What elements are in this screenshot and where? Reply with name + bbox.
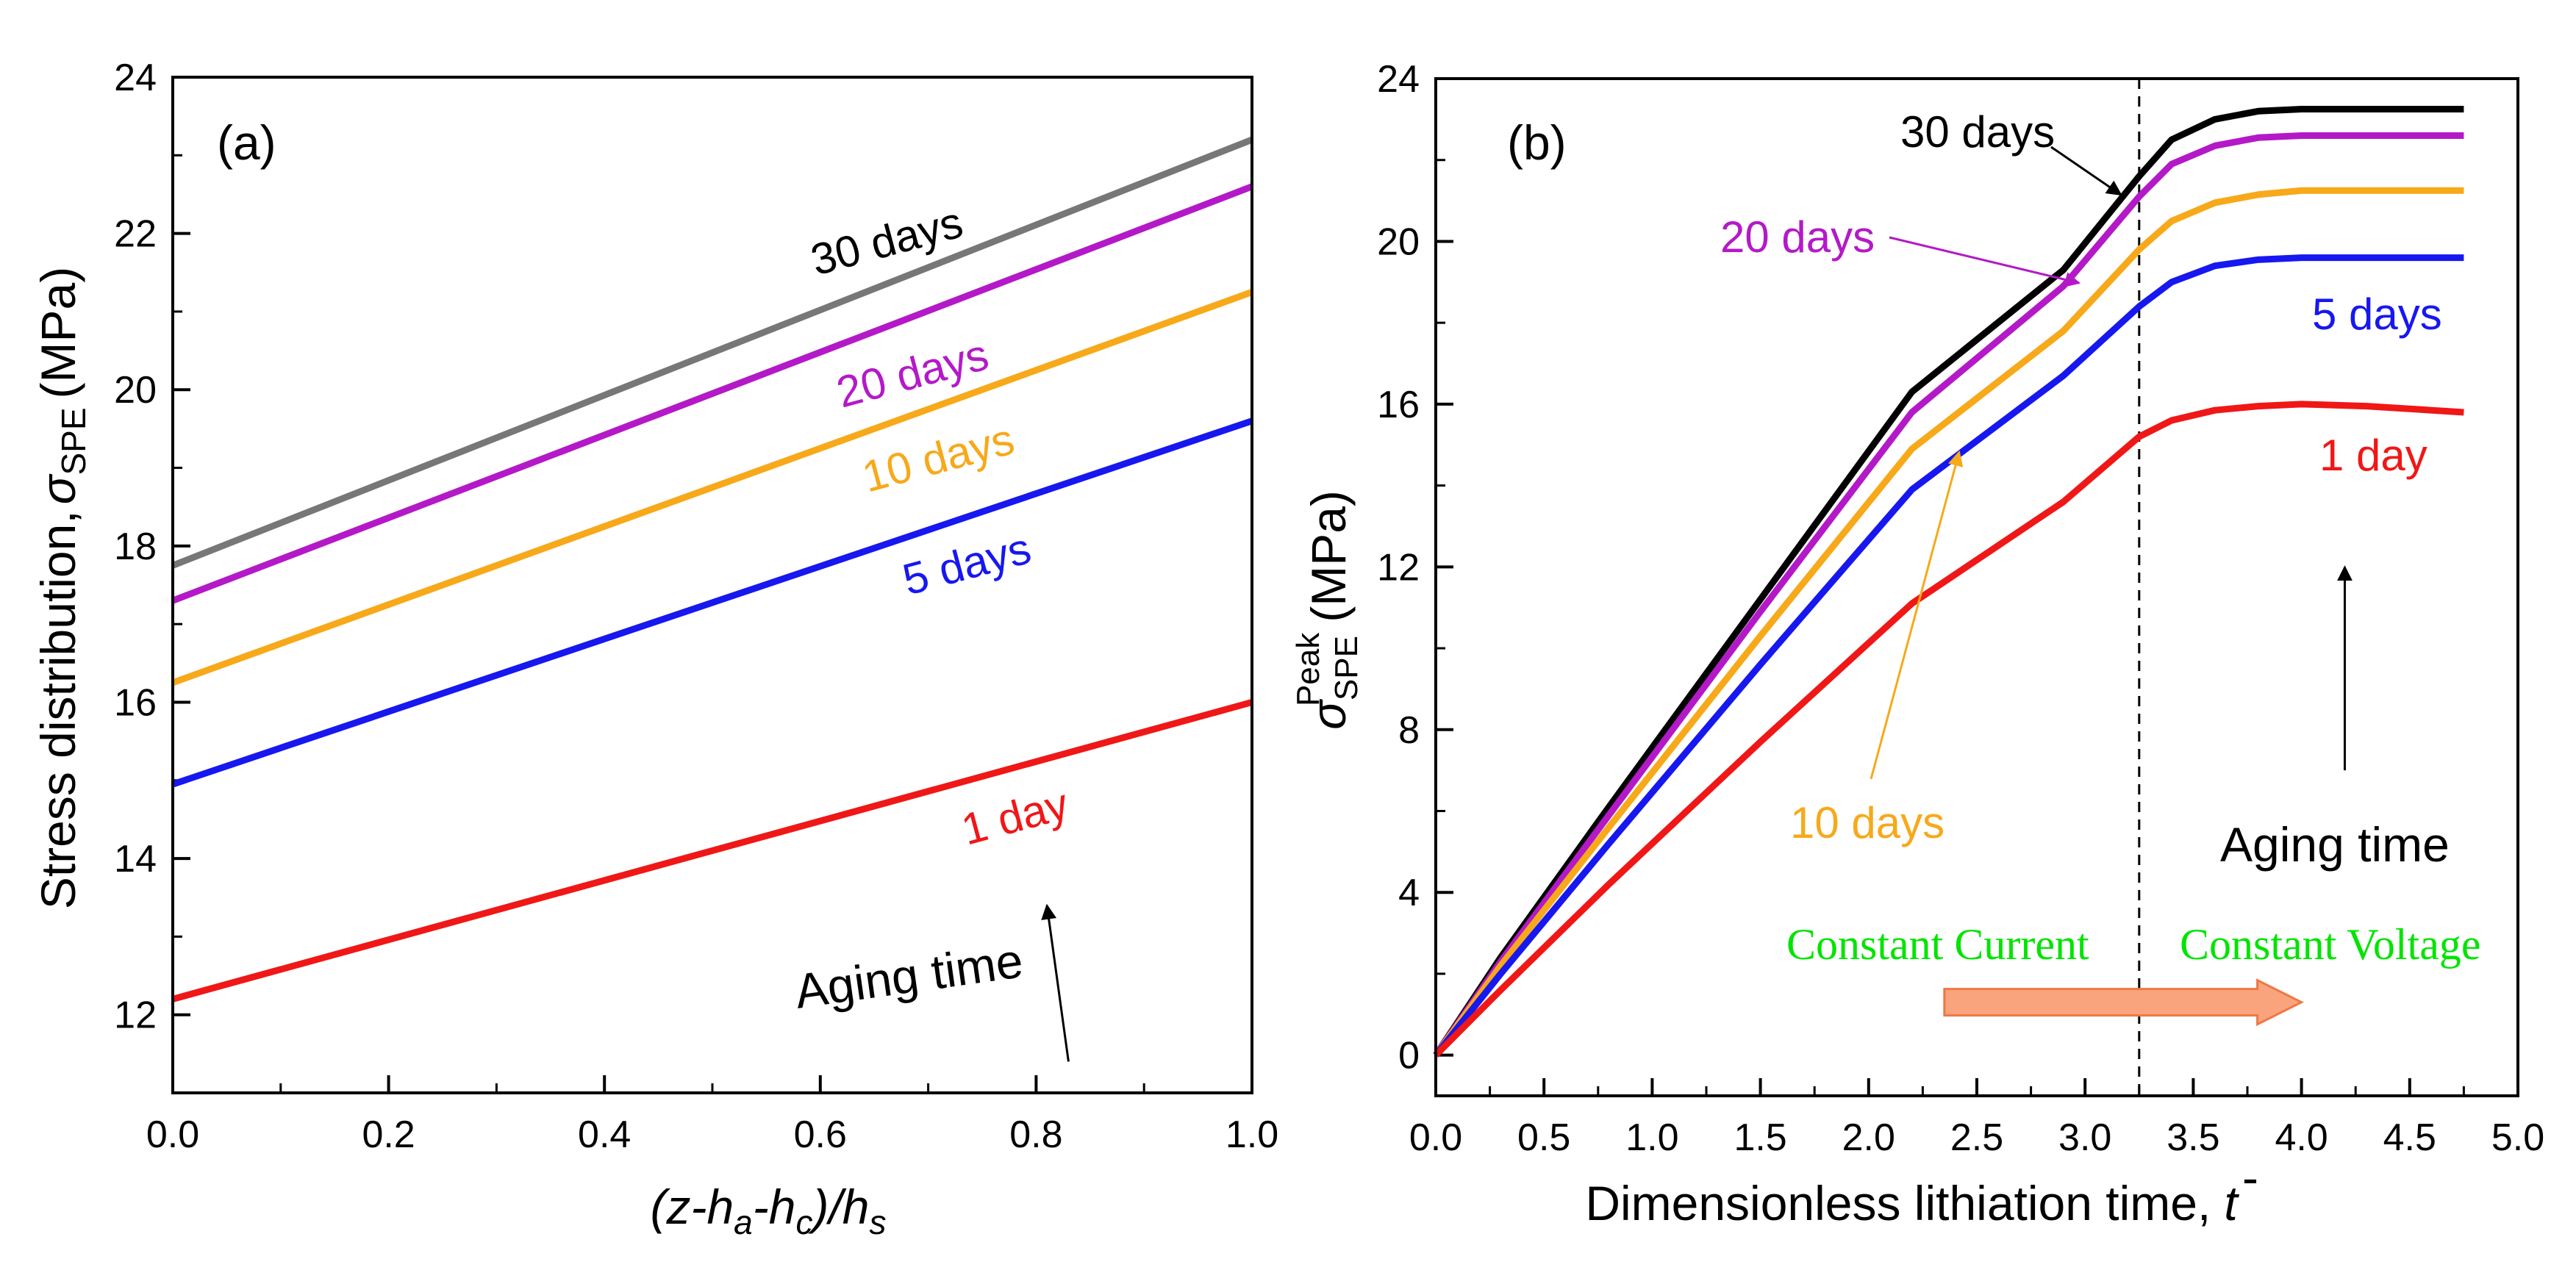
panel-a-aging-arrow xyxy=(1041,903,1070,1062)
panel-a-y-tick-label: 18 xyxy=(114,525,157,568)
panel-a-aging-time-label: Aging time xyxy=(792,933,1026,1019)
panel-a-y-tick-label: 12 xyxy=(114,994,157,1037)
panel-b-x-tick-label: 2.0 xyxy=(1842,1116,1895,1159)
panel-a-plot-frame xyxy=(171,76,1253,1094)
panel-b-series-line-20-days xyxy=(1433,132,2464,1058)
panel-a-y-tick-label: 14 xyxy=(114,838,157,880)
panel-b-y-axis-title: σSPEPeak(MPa) xyxy=(1290,490,1364,730)
panel-b-series-label-5-days: 5 days xyxy=(2312,290,2442,339)
panel-b-series-line-10-days xyxy=(1433,187,2464,1058)
panel-b-10-days-pointer xyxy=(1870,450,1964,780)
panel-b-constant-current-label: Constant Current xyxy=(1786,920,2089,969)
panel-a-y-tick-label: 24 xyxy=(114,57,157,99)
panel-b-x-tick-label: 4.5 xyxy=(2383,1116,2436,1159)
panel-a-y-tick-labels: 12 14 16 18 20 22 24 xyxy=(114,57,157,1037)
panel-b-x-tick-label: 2.5 xyxy=(1950,1116,2003,1159)
panel-b-x-tick-label: 3.0 xyxy=(2058,1116,2111,1159)
panel-b-series-line-5-days xyxy=(1433,254,2464,1058)
panel-b-20-days-pointer xyxy=(1889,236,2081,287)
panel-b-x-tick-label: 3.5 xyxy=(2167,1116,2219,1159)
panel-a-series-label-1-day: 1 day xyxy=(956,779,1073,855)
panel-b-series-label-20-days: 20 days xyxy=(1720,212,1875,262)
panel-b-regime-arrow xyxy=(1943,978,2304,1027)
panel-a-x-tick-label: 0.4 xyxy=(578,1113,631,1156)
panel-a-series-label-30-days: 30 days xyxy=(806,197,967,284)
panel-b-y-tick-label: 24 xyxy=(1377,58,1420,101)
panel-a-series-line-5-days xyxy=(171,417,1253,788)
panel-b-x-tick-label: 1.5 xyxy=(1734,1116,1786,1159)
panel-a-x-tick-labels: 0.0 0.2 0.4 0.6 0.8 1.0 xyxy=(146,1113,1278,1156)
panel-a-series-line-30-days xyxy=(171,136,1253,569)
panel-b-ticks xyxy=(1434,77,2519,1096)
panel-b-x-tick-labels: 0.0 0.5 1.0 1.5 2.0 2.5 3.0 3.5 4.0 4.5 5.0 xyxy=(1409,1116,2544,1159)
panel-b-series-label-1-day: 1 day xyxy=(2319,431,2427,480)
panel-a-series-group xyxy=(171,136,1253,1002)
panel-b-30-days-pointer xyxy=(2050,146,2122,196)
panel-a-series-label-20-days: 20 days xyxy=(831,329,993,417)
panel-b-x-tick-label: 1.0 xyxy=(1625,1116,1678,1159)
panel-b-plot-frame xyxy=(1434,77,2519,1097)
panel-a-y-axis-title: Stress distribution,σSPE(MPa) xyxy=(31,267,93,909)
panel-b-x-axis-title: Dimensionless lithiation time, t xyxy=(1585,1176,2239,1230)
panel-b-constant-voltage-label: Constant Voltage xyxy=(2180,920,2480,969)
panel-a-series-line-10-days xyxy=(171,289,1253,686)
panel-b-series-line-1-day xyxy=(1433,401,2464,1058)
panel-a-x-axis-title: (z-ha-hc)/hs xyxy=(650,1180,886,1241)
panel-b-series-label-10-days: 10 days xyxy=(1790,798,1944,847)
panel-b-series-group xyxy=(1433,106,2464,1058)
panel-b-y-tick-label: 4 xyxy=(1398,872,1420,914)
panel-a-x-tick-label: 1.0 xyxy=(1226,1113,1278,1156)
panel-b-label: (b) xyxy=(1507,115,1567,170)
panel-a-series-line-20-days xyxy=(171,183,1253,604)
panel-b-y-tick-labels: 0 4 8 12 16 20 24 xyxy=(1377,58,1420,1077)
panel-b-y-tick-label: 12 xyxy=(1377,546,1420,589)
panel-b-aging-time-label: Aging time xyxy=(2220,817,2450,872)
panel-a-label: (a) xyxy=(217,115,276,170)
panel-b-series-line-30-days xyxy=(1433,106,2464,1058)
panel-b-x-tick-label: 0.5 xyxy=(1517,1116,1570,1159)
panel-b-x-tick-label: 4.0 xyxy=(2275,1116,2328,1159)
panel-a-x-tick-label: 0.2 xyxy=(362,1113,415,1156)
panel-a-x-tick-label: 0.8 xyxy=(1009,1113,1062,1156)
panel-a-y-tick-label: 16 xyxy=(114,681,157,724)
panel-a-y-tick-label: 22 xyxy=(114,213,157,256)
panel-a-ticks xyxy=(171,76,1253,1093)
panel-b-series-label-30-days: 30 days xyxy=(1900,107,2055,157)
chart-panel-b: 0.0 0.5 1.0 1.5 2.0 2.5 3.0 3.5 4.0 4.5 5.0 0 4 8 12 1… xyxy=(1290,58,2544,1230)
panel-b-y-tick-label: 8 xyxy=(1398,709,1420,752)
panel-b-x-axis-title-bar: - xyxy=(2242,1150,2258,1205)
panel-b-y-tick-label: 0 xyxy=(1398,1035,1420,1077)
panel-b-y-tick-label: 20 xyxy=(1377,220,1420,263)
chart-panel-a: 0.0 0.2 0.4 0.6 0.8 1.0 12 14 16 18 20 22 24 (a) 30… xyxy=(31,57,1278,1241)
panel-a-x-tick-label: 0.6 xyxy=(794,1113,847,1156)
panel-a-x-tick-label: 0.0 xyxy=(146,1113,199,1156)
panel-b-y-tick-label: 16 xyxy=(1377,384,1420,426)
panel-b-x-tick-label: 5.0 xyxy=(2491,1116,2544,1159)
panel-a-y-tick-label: 20 xyxy=(114,369,157,412)
panel-a-series-line-1-day xyxy=(171,699,1253,1002)
panel-b-x-tick-label: 0.0 xyxy=(1409,1116,1462,1159)
